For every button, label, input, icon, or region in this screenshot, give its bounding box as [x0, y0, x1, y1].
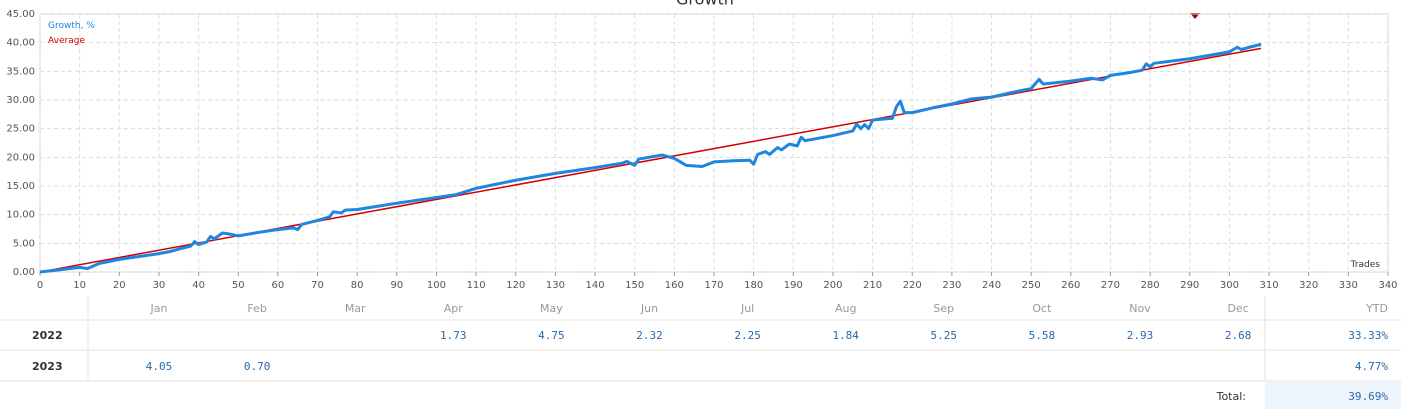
- month-value: 2.25: [734, 329, 761, 342]
- total-cell: [1265, 382, 1401, 409]
- y-tick-label: 5.00: [13, 238, 35, 249]
- x-tick-label: 340: [1378, 280, 1397, 291]
- month-header: Sep: [933, 302, 954, 315]
- legend-label: Growth, %: [48, 21, 95, 31]
- x-tick-label: 10: [73, 280, 86, 291]
- x-tick-label: 100: [427, 280, 446, 291]
- x-tick-label: 50: [232, 280, 245, 291]
- x-tick-label: 190: [784, 280, 803, 291]
- month-header: Mar: [345, 302, 366, 315]
- y-tick-label: 20.00: [6, 152, 35, 163]
- month-value: 5.25: [931, 329, 958, 342]
- month-header: Feb: [247, 302, 266, 315]
- x-tick-label: 70: [311, 280, 324, 291]
- y-tick-label: 40.00: [6, 38, 35, 49]
- y-tick-label: 15.00: [6, 181, 35, 192]
- series-line: [39, 47, 1262, 273]
- month-header: Jan: [150, 302, 168, 315]
- x-tick-label: 230: [942, 280, 961, 291]
- total-label: Total:: [1216, 390, 1246, 403]
- month-value: 0.70: [244, 360, 271, 373]
- ytd-value: 4.77%: [1355, 360, 1388, 373]
- month-header: May: [540, 302, 563, 315]
- x-tick-label: 260: [1061, 280, 1080, 291]
- x-tick-label: 220: [903, 280, 922, 291]
- x-tick-label: 240: [982, 280, 1001, 291]
- x-axis-label: Trades: [1350, 260, 1381, 270]
- month-header: Jun: [640, 302, 658, 315]
- legend-label: Average: [48, 36, 85, 46]
- x-tick-label: 120: [506, 280, 525, 291]
- x-tick-label: 170: [704, 280, 723, 291]
- month-header: YTD: [1365, 302, 1388, 315]
- chart-title: Growth: [676, 0, 734, 9]
- x-tick-label: 320: [1299, 280, 1318, 291]
- month-value: 2.68: [1225, 329, 1252, 342]
- year-label: 2023: [32, 360, 63, 373]
- month-value: 5.58: [1029, 329, 1056, 342]
- x-tick-label: 200: [823, 280, 842, 291]
- month-value: 2.93: [1127, 329, 1154, 342]
- x-tick-label: 160: [665, 280, 684, 291]
- month-value: 2.32: [636, 329, 663, 342]
- y-tick-label: 25.00: [6, 124, 35, 135]
- x-tick-label: 60: [272, 280, 285, 291]
- x-tick-label: 20: [113, 280, 126, 291]
- x-tick-label: 40: [192, 280, 205, 291]
- month-header: Apr: [444, 302, 464, 315]
- series-line: [39, 42, 1262, 274]
- total-value: 39.69%: [1348, 390, 1388, 403]
- month-value: 4.75: [538, 329, 565, 342]
- x-tick-label: 0: [37, 280, 43, 291]
- month-value: 1.84: [832, 329, 859, 342]
- year-label: 2022: [32, 329, 63, 342]
- x-tick-label: 270: [1101, 280, 1120, 291]
- x-tick-label: 280: [1141, 280, 1160, 291]
- month-value: 1.73: [440, 329, 467, 342]
- x-tick-label: 290: [1180, 280, 1199, 291]
- month-header: Jul: [740, 302, 754, 315]
- x-tick-label: 150: [625, 280, 644, 291]
- x-tick-label: 310: [1260, 280, 1279, 291]
- y-tick-label: 30.00: [6, 95, 35, 106]
- month-value: 4.05: [146, 360, 173, 373]
- x-tick-label: 300: [1220, 280, 1239, 291]
- month-header: Nov: [1129, 302, 1151, 315]
- y-tick-label: 35.00: [6, 66, 35, 77]
- month-header: Oct: [1032, 302, 1052, 315]
- x-tick-label: 110: [467, 280, 486, 291]
- y-tick-label: 0.00: [13, 267, 35, 278]
- x-tick-label: 30: [153, 280, 166, 291]
- y-tick-label: 10.00: [6, 210, 35, 221]
- x-tick-label: 180: [744, 280, 763, 291]
- month-header: Aug: [835, 302, 856, 315]
- x-tick-label: 90: [390, 280, 403, 291]
- ytd-value: 33.33%: [1348, 329, 1388, 342]
- month-header: Dec: [1227, 302, 1248, 315]
- x-tick-label: 210: [863, 280, 882, 291]
- x-tick-label: 80: [351, 280, 364, 291]
- x-tick-label: 250: [1022, 280, 1041, 291]
- x-tick-label: 330: [1339, 280, 1358, 291]
- x-tick-label: 130: [546, 280, 565, 291]
- x-tick-label: 140: [586, 280, 605, 291]
- y-tick-label: 45.00: [6, 9, 35, 20]
